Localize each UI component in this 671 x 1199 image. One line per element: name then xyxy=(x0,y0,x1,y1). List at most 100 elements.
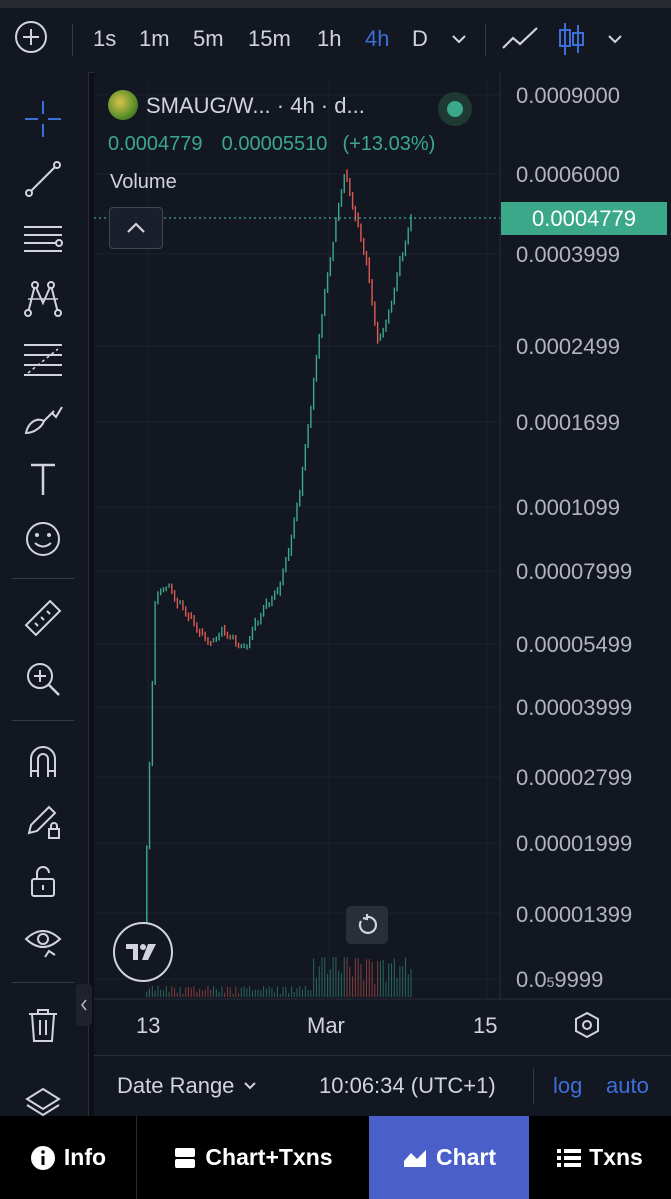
date-range-button[interactable]: Date Range xyxy=(117,1073,258,1099)
divider xyxy=(72,24,73,56)
auto-scale-toggle[interactable]: auto xyxy=(606,1073,649,1098)
ohlc-values: 0.0004779 0.00005510 (+13.03%) xyxy=(108,133,435,156)
ruler-icon xyxy=(24,599,62,637)
trend-line-tool[interactable] xyxy=(18,156,68,202)
pattern-icon xyxy=(24,281,62,317)
price-label: 0.0002499 xyxy=(516,334,620,359)
nav-chart-txns-label: Chart+Txns xyxy=(205,1144,333,1170)
tradingview-logo[interactable] xyxy=(113,922,173,982)
symbol-logo xyxy=(108,90,138,120)
timeframe-d[interactable]: D xyxy=(412,26,428,51)
volume-label: Volume xyxy=(110,171,177,193)
chart-type-dropdown[interactable] xyxy=(604,28,626,50)
crosshair-tool[interactable] xyxy=(18,96,68,142)
chevron-left-icon xyxy=(80,999,87,1011)
price-label: 0.00001999 xyxy=(516,831,633,856)
log-scale-toggle[interactable]: log xyxy=(553,1073,583,1098)
symbol-title[interactable]: SMAUG/W... · 4h · d... xyxy=(146,93,365,118)
timeframe-15m[interactable]: 15m xyxy=(248,26,291,51)
area-chart-icon xyxy=(403,1149,426,1167)
time-label: 13 xyxy=(136,1013,161,1038)
unlock-icon xyxy=(31,866,55,897)
chevron-down-icon xyxy=(244,1082,257,1090)
pencil-lock-icon xyxy=(27,805,60,839)
visibility-tool[interactable] xyxy=(18,918,68,964)
timeframe-1h[interactable]: 1h xyxy=(317,26,342,51)
price-label: 0.00003999 xyxy=(516,695,633,720)
emoji-tool[interactable] xyxy=(18,516,68,562)
nav-chart-label: Chart xyxy=(435,1144,497,1170)
price-label: 0.0003999 xyxy=(516,242,620,267)
nav-chart-txns[interactable]: Chart+Txns xyxy=(137,1116,369,1199)
price-label: 0.00001399 xyxy=(516,902,633,927)
sidebar-collapse-handle[interactable] xyxy=(76,984,92,1026)
price-label: 0.00002799 xyxy=(516,765,633,790)
zoom-in-icon xyxy=(27,663,60,696)
chart-footer: Date Range 10:06:34 (UTC+1) log auto xyxy=(94,1055,671,1117)
reset-chart-button[interactable] xyxy=(346,906,388,944)
chevron-up-icon xyxy=(127,222,145,233)
price-label: 0.0001099 xyxy=(516,495,620,520)
zoom-in-tool[interactable] xyxy=(18,656,68,702)
plus-circle-icon xyxy=(15,21,47,53)
text-icon xyxy=(31,463,55,495)
price-label: 0.00005499 xyxy=(516,632,633,657)
reset-icon xyxy=(358,914,378,934)
indicators-button[interactable] xyxy=(500,22,540,56)
magnet-tool[interactable] xyxy=(18,738,68,784)
close-value: 0.0004779 xyxy=(108,133,203,155)
divider xyxy=(12,720,74,721)
change-value: 0.00005510 xyxy=(221,133,328,155)
brush-icon xyxy=(24,406,63,435)
magnet-icon xyxy=(30,746,56,777)
fib-tool[interactable] xyxy=(18,336,68,382)
lock-drawings-tool[interactable] xyxy=(18,798,68,844)
price-label: 0.0001699 xyxy=(516,410,620,435)
time-label: Mar xyxy=(307,1013,345,1038)
unlock-tool[interactable] xyxy=(18,858,68,904)
price-label: 0.00007999 xyxy=(516,559,633,584)
chevron-down-icon xyxy=(608,35,622,44)
timeframe-4h[interactable]: 4h xyxy=(365,26,390,51)
timeframe-1s[interactable]: 1s xyxy=(93,26,117,51)
date-range-label: Date Range xyxy=(117,1073,235,1098)
status-dot-icon xyxy=(438,92,472,126)
pattern-tool[interactable] xyxy=(18,276,68,322)
change-percent: (+13.03%) xyxy=(342,133,436,155)
brush-tool[interactable] xyxy=(18,396,68,442)
time-label: 15 xyxy=(473,1013,498,1038)
nav-txns[interactable]: Txns xyxy=(529,1116,671,1199)
text-tool[interactable] xyxy=(18,456,68,502)
crosshair-icon xyxy=(25,101,61,137)
chart-settings-button[interactable] xyxy=(572,1010,602,1040)
top-toolbar: 1s 1m 5m 15m 1h 4h D xyxy=(0,8,671,73)
collapse-legend-button[interactable] xyxy=(109,207,163,249)
price-label: 0.059999 xyxy=(516,967,604,992)
layers-tool[interactable] xyxy=(18,1080,68,1126)
nav-chart[interactable]: Chart xyxy=(369,1116,529,1199)
trash-icon xyxy=(29,1009,57,1042)
horizontal-lines-icon xyxy=(24,226,63,252)
timeframe-1m[interactable]: 1m xyxy=(139,26,170,51)
eye-icon xyxy=(24,930,62,958)
divider xyxy=(485,24,486,56)
settings-hexagon-icon xyxy=(575,1011,599,1039)
nav-info[interactable]: Info xyxy=(0,1116,136,1199)
line-chart-icon xyxy=(502,27,538,49)
candlestick-icon xyxy=(559,23,584,55)
add-symbol-button[interactable] xyxy=(14,20,48,54)
chevron-down-icon xyxy=(452,35,466,44)
timeframe-dropdown[interactable] xyxy=(448,28,470,50)
trend-line-icon xyxy=(25,161,61,197)
divider xyxy=(12,982,74,983)
fibonacci-icon xyxy=(24,344,62,376)
clock[interactable]: 10:06:34 (UTC+1) xyxy=(319,1073,496,1098)
price-label: 0.0006000 xyxy=(516,162,620,187)
drawing-toolbar xyxy=(0,72,89,1117)
delete-tool[interactable] xyxy=(18,1002,68,1048)
measure-tool[interactable] xyxy=(18,596,68,642)
nav-info-label: Info xyxy=(63,1144,107,1170)
chart-type-button[interactable] xyxy=(556,20,586,58)
timeframe-5m[interactable]: 5m xyxy=(193,26,224,51)
horizontal-lines-tool[interactable] xyxy=(18,216,68,262)
